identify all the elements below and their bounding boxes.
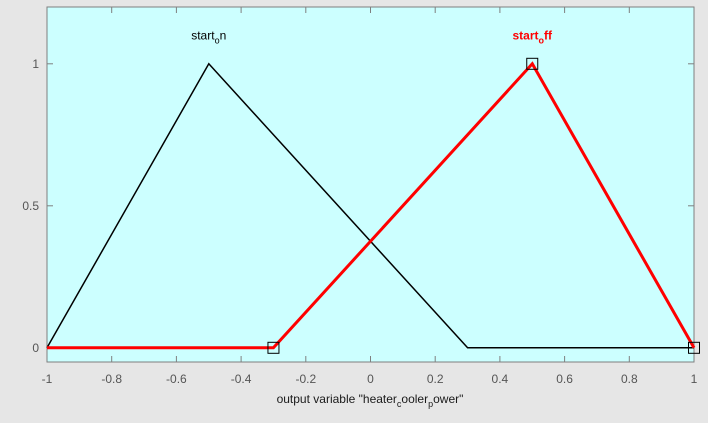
mf-vertex-handle[interactable] (526, 57, 539, 70)
plot-area[interactable] (46, 6, 695, 363)
mf-line[interactable] (46, 62, 694, 349)
y-tick-label: 0.5 (22, 199, 39, 213)
y-tick-label: 0 (32, 341, 39, 355)
mf-vertex-handle[interactable] (688, 341, 700, 354)
x-tick-label: 0.2 (427, 372, 444, 386)
x-tick-label: -0.6 (166, 372, 187, 386)
x-tick-label: 0 (367, 372, 374, 386)
x-axis-label: output variable "heatercoolerpower" (277, 392, 464, 409)
x-tick-label: 0.6 (556, 372, 573, 386)
x-tick-label: -1 (42, 372, 53, 386)
x-tick-label: -0.2 (295, 372, 316, 386)
mf-name-label[interactable]: starton (191, 28, 226, 45)
x-tick-label: 0.8 (621, 372, 638, 386)
y-tick-label: 1 (32, 57, 39, 71)
mf-line-selected[interactable] (47, 61, 696, 350)
x-tick-label: 1 (691, 372, 698, 386)
mf-vertex-handle[interactable] (267, 341, 280, 354)
x-tick-label: 0.4 (492, 372, 509, 386)
x-tick-label: -0.8 (101, 372, 122, 386)
mf-name-label[interactable]: startoff (512, 28, 553, 45)
x-tick-label: -0.4 (231, 372, 252, 386)
